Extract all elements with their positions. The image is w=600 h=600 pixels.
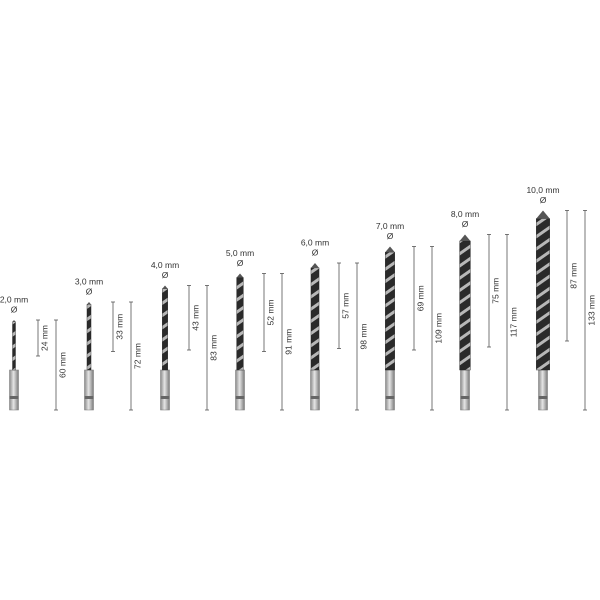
total-length: 72 mm	[132, 343, 142, 369]
diameter-label: 6,0 mm	[301, 237, 329, 247]
drill-tip	[86, 302, 92, 305]
shank	[9, 369, 19, 411]
flute-length: 43 mm	[190, 305, 200, 331]
drill-tip	[536, 210, 550, 219]
total-length: 117 mm	[508, 307, 518, 337]
total-length: 60 mm	[57, 352, 67, 378]
drill-body	[536, 218, 550, 371]
drill-tip	[162, 285, 168, 289]
flute-length: 75 mm	[490, 278, 500, 304]
flute-length: 24 mm	[39, 325, 49, 351]
flute-length: 52 mm	[265, 300, 275, 326]
shank-groove	[310, 396, 320, 399]
shank	[235, 369, 245, 411]
shank	[84, 369, 94, 411]
diameter-symbol: Ø	[162, 270, 169, 280]
drill-tip	[12, 320, 16, 322]
diameter-label: 3,0 mm	[75, 276, 103, 286]
diameter-symbol: Ø	[540, 195, 547, 205]
shank	[310, 369, 320, 411]
drill-body	[459, 240, 471, 371]
total-length: 109 mm	[433, 313, 443, 344]
drill-body	[12, 321, 16, 371]
total-length: 91 mm	[283, 329, 293, 355]
diameter-label: 10,0 mm	[526, 185, 559, 195]
diameter-symbol: Ø	[312, 247, 319, 257]
total-length: 98 mm	[358, 324, 368, 350]
shank-groove	[385, 396, 395, 399]
drill-body	[385, 251, 395, 371]
total-length: 83 mm	[208, 335, 218, 361]
drill-tip	[310, 263, 320, 268]
flute-length: 57 mm	[340, 293, 350, 319]
shank	[160, 369, 170, 411]
shank	[385, 369, 395, 411]
diameter-label: 7,0 mm	[376, 221, 404, 231]
drill-body	[310, 267, 320, 371]
shank-groove	[84, 396, 94, 399]
shank	[538, 369, 548, 411]
diameter-symbol: Ø	[237, 258, 244, 268]
drill-tip	[459, 234, 471, 241]
diameter-label: 8,0 mm	[451, 209, 479, 219]
shank-groove	[235, 396, 245, 399]
drill-body	[86, 304, 92, 371]
shank-groove	[160, 396, 170, 399]
flute-length: 69 mm	[415, 285, 425, 311]
diameter-symbol: Ø	[11, 304, 18, 314]
drill-body	[162, 288, 168, 371]
diameter-label: 4,0 mm	[151, 260, 179, 270]
shank-groove	[9, 396, 19, 399]
diameter-label: 5,0 mm	[226, 248, 254, 258]
diameter-symbol: Ø	[462, 219, 469, 229]
shank-groove	[538, 396, 548, 399]
diameter-symbol: Ø	[387, 231, 394, 241]
drill-tip	[385, 246, 395, 253]
diameter-symbol: Ø	[86, 286, 93, 296]
drill-tip	[236, 273, 244, 278]
diameter-label: 2,0 mm	[0, 294, 28, 304]
drill-body	[236, 277, 244, 371]
total-length: 133 mm	[586, 295, 596, 326]
shank	[460, 369, 470, 411]
flute-length: 33 mm	[114, 314, 124, 340]
shank-groove	[460, 396, 470, 399]
flute-length: 87 mm	[568, 263, 578, 289]
